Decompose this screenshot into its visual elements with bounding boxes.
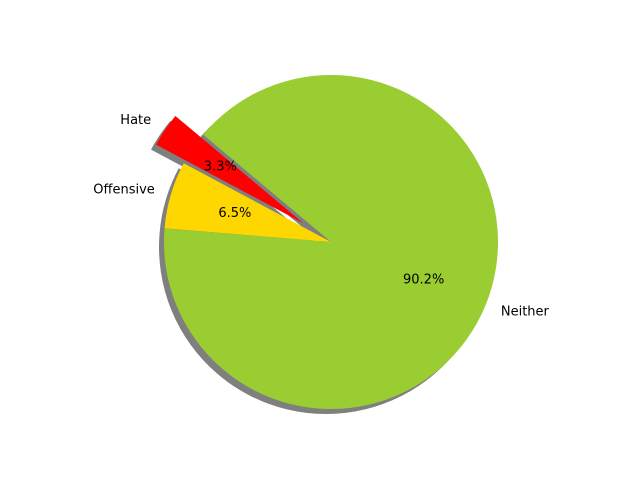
slice-offensive bbox=[164, 163, 331, 242]
slice-label-neither: Neither bbox=[501, 304, 550, 319]
slice-hate bbox=[156, 115, 304, 224]
slice-percent-offensive: 6.5% bbox=[218, 206, 251, 221]
pie-labels: Hate 3.3% Offensive 6.5% Neither 90.2% bbox=[93, 113, 549, 319]
slice-percent-hate: 3.3% bbox=[204, 160, 237, 175]
slice-label-hate: Hate bbox=[120, 113, 151, 128]
slice-percent-neither: 90.2% bbox=[403, 273, 444, 288]
slice-label-offensive: Offensive bbox=[93, 183, 155, 198]
pie-slices bbox=[156, 74, 498, 409]
slice-neither bbox=[164, 74, 498, 409]
